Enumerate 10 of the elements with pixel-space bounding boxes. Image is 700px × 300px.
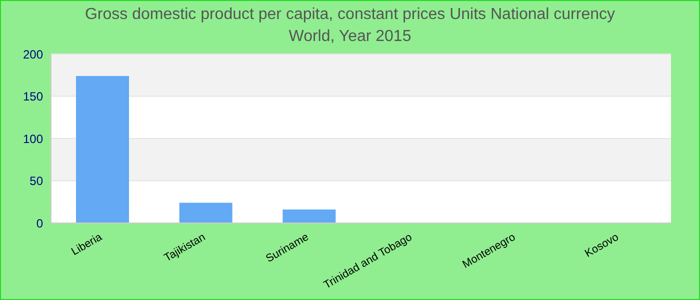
chart-title: Gross domestic product per capita, constant prices Units National currency: [84, 5, 616, 25]
y-tick-label: 200: [22, 47, 44, 62]
bar: [179, 202, 232, 223]
bar: [282, 209, 336, 223]
bar: [76, 76, 129, 223]
y-tick-label: 0: [36, 216, 44, 230]
y-tick-label: 150: [22, 90, 44, 104]
chart-subtitle: World, Year 2015: [288, 27, 412, 47]
y-tick-label: 50: [30, 174, 44, 188]
y-tick-label: 100: [22, 132, 44, 146]
